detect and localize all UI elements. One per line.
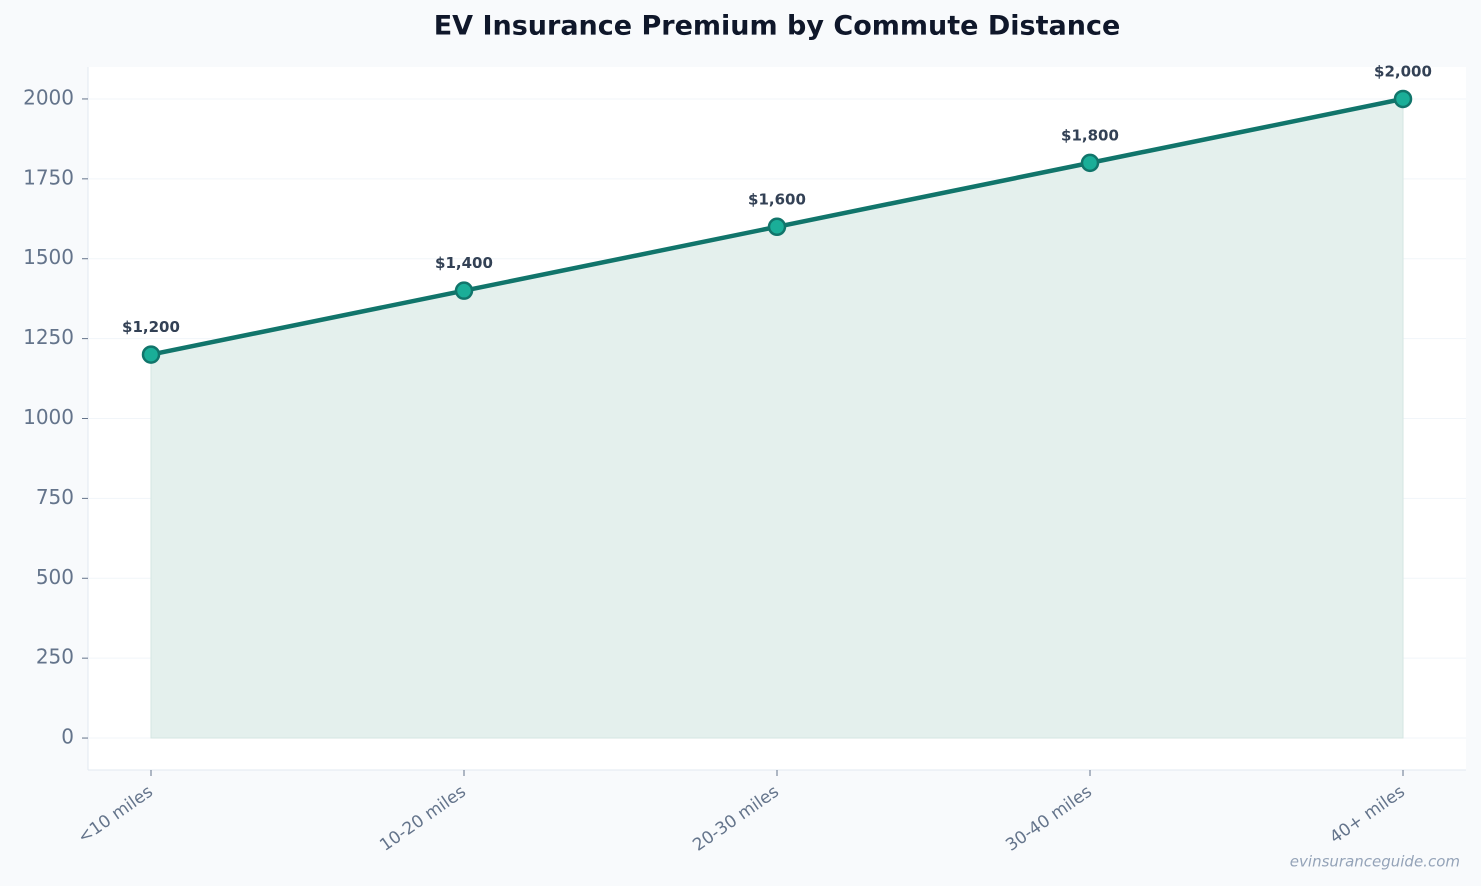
marker bbox=[767, 217, 787, 237]
value-label: $2,000 bbox=[1374, 62, 1432, 80]
y-tick-label: 1500 bbox=[23, 245, 74, 269]
y-tick-label: 250 bbox=[36, 645, 74, 669]
marker bbox=[141, 345, 161, 364]
marker bbox=[454, 281, 474, 300]
y-tick-label: 2000 bbox=[23, 85, 74, 109]
chart-title: EV Insurance Premium by Commute Distance bbox=[434, 11, 1121, 42]
value-label: $1,800 bbox=[1061, 126, 1119, 144]
y-tick-label: 1000 bbox=[23, 405, 74, 429]
y-tick-label: 0 bbox=[61, 725, 74, 749]
y-tick-label: 500 bbox=[36, 565, 74, 589]
value-label: $1,400 bbox=[435, 254, 493, 272]
marker bbox=[1393, 89, 1413, 109]
value-label: $1,600 bbox=[748, 190, 806, 208]
marker bbox=[1080, 153, 1100, 173]
value-label: $1,200 bbox=[122, 318, 180, 336]
watermark: evinsuranceguide.com bbox=[1290, 853, 1460, 871]
y-tick-label: 1750 bbox=[23, 165, 74, 189]
y-tick-label: 1250 bbox=[23, 325, 74, 349]
y-tick-label: 750 bbox=[36, 485, 74, 509]
